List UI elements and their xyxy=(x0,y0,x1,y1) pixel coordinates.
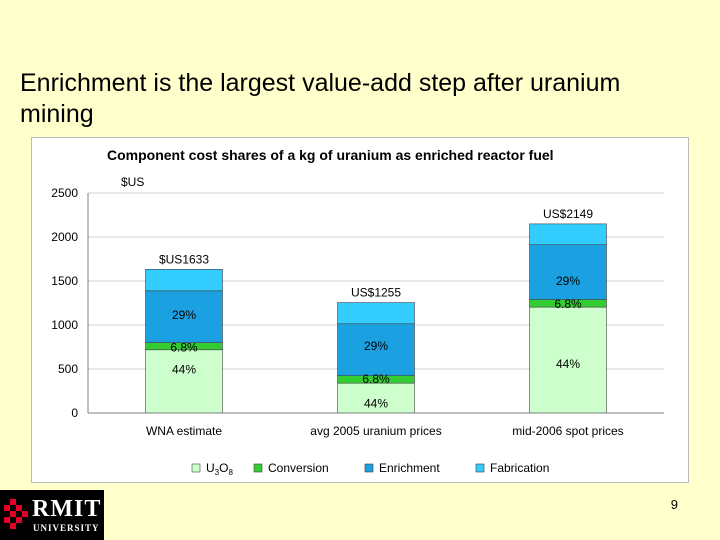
legend-label: Conversion xyxy=(268,461,329,475)
y-tick-label: 0 xyxy=(71,406,78,420)
y-tick-label: 1000 xyxy=(51,318,78,332)
page-number: 9 xyxy=(670,497,678,512)
bar-segment xyxy=(145,268,223,292)
legend-label: Fabrication xyxy=(490,461,549,475)
bar-percent-label: 6.8% xyxy=(554,297,582,311)
legend-label: U3O8 xyxy=(206,461,233,477)
y-tick-label: 500 xyxy=(58,362,78,376)
bar-percent-label: 29% xyxy=(172,308,196,322)
bar-total-label: $US1633 xyxy=(159,252,209,266)
bar-percent-label: 29% xyxy=(556,274,580,288)
legend-label: Enrichment xyxy=(379,461,440,475)
chart-title: Component cost shares of a kg of uranium… xyxy=(107,147,554,163)
bar-segment xyxy=(529,306,607,414)
stacked-bar-chart: Component cost shares of a kg of uranium… xyxy=(51,147,664,477)
y-tick-label: 2500 xyxy=(51,186,78,200)
bar-total-label: US$2149 xyxy=(543,207,593,221)
rmit-pixel-mark-icon xyxy=(4,499,28,529)
x-tick-label: mid-2006 spot prices xyxy=(512,424,623,438)
labels-layer: $US1633 US$1255 US$2149 44% 6.8% 29% 44% 6.8% 29… xyxy=(159,207,593,411)
bar-percent-label: 44% xyxy=(364,397,388,411)
bars-layer xyxy=(145,223,607,414)
y-axis-label: $US xyxy=(121,175,144,189)
legend-swatch xyxy=(475,463,485,473)
y-tick-label: 2000 xyxy=(51,230,78,244)
bar-segment xyxy=(529,244,607,300)
legend: U3O8 Conversion Enrichment Fabrication xyxy=(191,461,549,477)
y-tick-label: 1500 xyxy=(51,274,78,288)
bar-percent-label: 44% xyxy=(172,362,196,376)
bar-segment xyxy=(337,323,415,376)
chart-panel: Component cost shares of a kg of uranium… xyxy=(31,137,689,483)
bar-total-label: US$1255 xyxy=(351,286,401,300)
legend-swatch xyxy=(191,463,201,473)
bar-segment xyxy=(337,382,415,414)
x-tick-label: WNA estimate xyxy=(146,424,222,438)
logo-subtitle: UNIVERSITY xyxy=(33,523,100,533)
bar-percent-label: 29% xyxy=(364,339,388,353)
rmit-logo: RMIT UNIVERSITY xyxy=(0,490,104,540)
bar-percent-label: 6.8% xyxy=(362,372,390,386)
bar-segment xyxy=(145,290,223,343)
bar-percent-label: 44% xyxy=(556,357,580,371)
slide-title: Enrichment is the largest value-add step… xyxy=(20,69,621,128)
legend-swatch xyxy=(364,463,374,473)
bar-segment xyxy=(529,223,607,245)
logo-wordmark: RMIT xyxy=(32,496,102,522)
bar-segment xyxy=(337,302,415,325)
legend-swatch xyxy=(253,463,263,473)
bar-segment xyxy=(145,349,223,414)
x-tick-label: avg 2005 uranium prices xyxy=(310,424,441,438)
axis-layer: 0 500 1000 1500 2000 2500 WNA estimate avg 2005… xyxy=(51,186,664,438)
bar-percent-label: 6.8% xyxy=(170,340,198,354)
